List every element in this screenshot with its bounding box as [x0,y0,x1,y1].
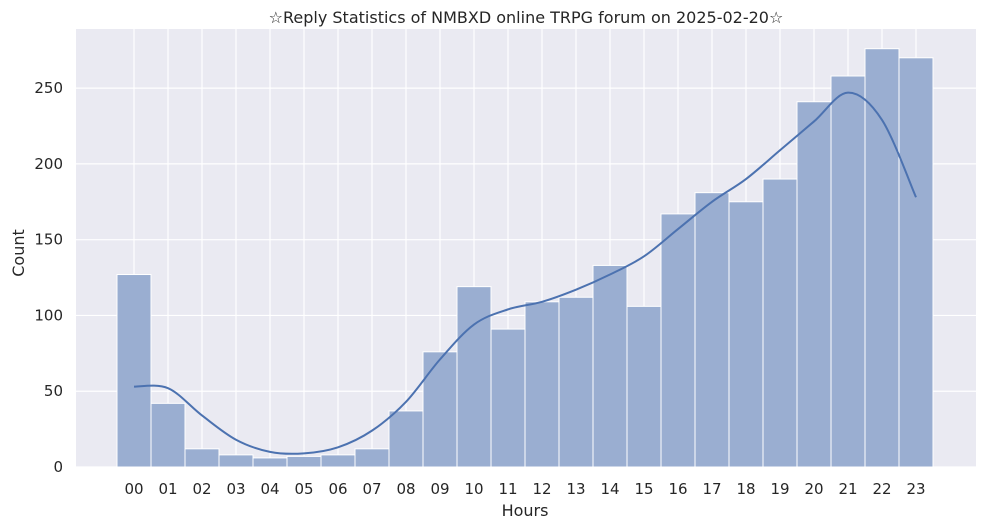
x-tick-label: 23 [906,480,925,498]
histogram-bar [354,448,390,468]
x-tick-labels: 00 01 02 03 04 05 06 07 08 09 10 11 12 13 14 15 16 17 18 19… [124,480,925,498]
histogram-bar [150,402,186,468]
histogram-bar [796,101,832,468]
histogram-bar [388,410,424,468]
x-tick-label: 20 [804,480,823,498]
histogram-bar [456,286,492,468]
x-tick-label: 02 [192,480,211,498]
x-tick-label: 13 [566,480,585,498]
histogram-bar [592,264,628,468]
histogram-bar [694,192,730,468]
histogram-bar [286,455,322,468]
y-tick-label: 0 [53,458,63,476]
histogram-bar [422,351,458,468]
x-axis-label: Hours [502,501,549,520]
x-tick-label: 11 [498,480,517,498]
x-tick-label: 03 [226,480,245,498]
x-tick-label: 14 [600,480,619,498]
histogram-bar [830,75,866,468]
x-tick-label: 12 [532,480,551,498]
histogram-bar [218,454,254,468]
histogram-bar [116,274,152,468]
y-tick-label: 200 [34,155,63,173]
histogram-bar [762,178,798,468]
kde-curve [133,91,917,455]
histogram-bar [184,448,220,468]
histogram-bar [864,48,900,468]
histogram-bar [660,213,696,468]
x-tick-label: 05 [294,480,313,498]
histogram-bar [252,457,288,468]
x-tick-label: 04 [260,480,279,498]
histogram-bar [320,454,356,468]
y-tick-label: 150 [34,231,63,249]
x-tick-label: 17 [702,480,721,498]
x-tick-label: 16 [668,480,687,498]
y-tick-labels: 0 50 100 150 200 250 [34,79,63,476]
x-tick-label: 00 [124,480,143,498]
x-tick-label: 19 [770,480,789,498]
y-axis-label: Count [9,229,28,277]
x-tick-label: 01 [158,480,177,498]
x-tick-label: 22 [872,480,891,498]
histogram-bar [898,57,934,468]
y-tick-label: 250 [34,79,63,97]
x-tick-label: 06 [328,480,347,498]
x-tick-label: 08 [396,480,415,498]
histogram-bar [558,296,594,468]
y-tick-label: 100 [34,306,63,324]
histogram-bar [626,305,662,468]
chart-title: ☆Reply Statistics of NMBXD online TRPG f… [269,8,784,27]
histogram-bar [728,201,764,468]
x-tick-label: 07 [362,480,381,498]
y-tick-label: 50 [44,382,63,400]
x-tick-label: 21 [838,480,857,498]
kde-layer [133,91,917,455]
histogram-bar [490,328,526,468]
x-tick-label: 15 [634,480,653,498]
x-tick-label: 10 [464,480,483,498]
x-tick-label: 09 [430,480,449,498]
bars-layer [116,48,934,468]
histogram-bar [524,301,560,468]
x-tick-label: 18 [736,480,755,498]
